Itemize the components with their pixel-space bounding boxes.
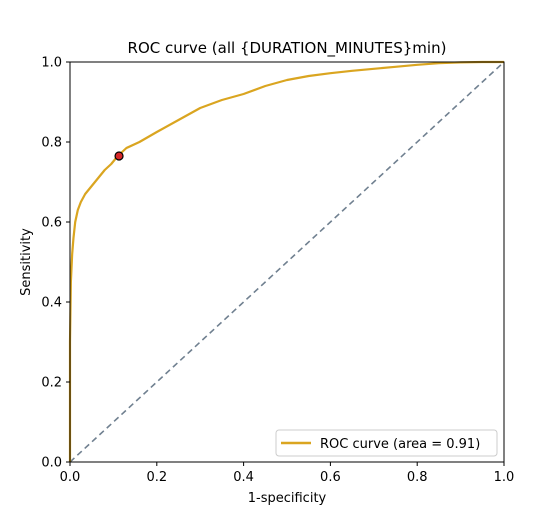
axis-ticks: 0.0 0.2 0.4 0.6 0.8 1.0 0.0 0.2 0.4 0.6 0.8 1.0: [41, 56, 514, 486]
y-tick-label: 0.8: [41, 136, 62, 151]
y-tick-label: 0.2: [41, 376, 62, 391]
chart-title: ROC curve (all {DURATION_MINUTES}min): [128, 39, 447, 58]
y-tick-label: 0.4: [41, 296, 62, 311]
operating-point-marker: [114, 151, 124, 161]
x-axis-label: 1-specificity: [248, 491, 327, 506]
y-tick-label: 0.0: [41, 456, 62, 471]
y-tick-label: 1.0: [41, 56, 62, 71]
x-tick-label: 0.8: [407, 470, 428, 485]
plot-area: [68, 60, 505, 463]
legend-box: [275, 429, 498, 457]
legend-label-roc: ROC curve (area = 0.91): [320, 437, 480, 452]
x-tick-label: 0.0: [60, 470, 81, 485]
x-tick-label: 0.4: [233, 470, 254, 485]
legend: ROC curve (area = 0.91): [275, 429, 498, 457]
y-tick-label: 0.6: [41, 216, 62, 231]
axes-frame: [69, 61, 505, 463]
x-tick-label: 1.0: [494, 470, 515, 485]
x-tick-label: 0.6: [320, 470, 341, 485]
chance-diagonal-line: [69, 61, 505, 463]
x-tick-label: 0.2: [146, 470, 167, 485]
roc-curve-line: [68, 60, 504, 462]
y-axis-label: Sensitivity: [19, 228, 34, 296]
